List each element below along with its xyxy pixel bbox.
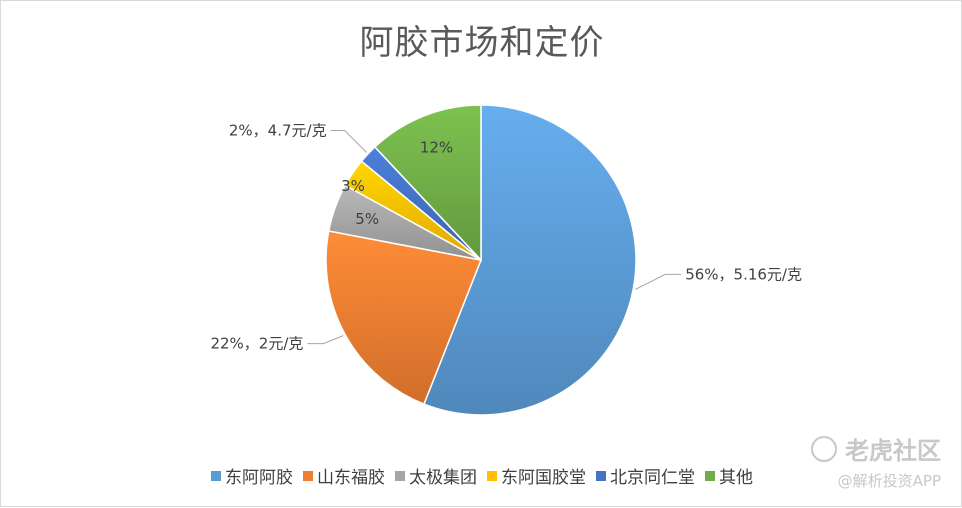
slice-label: 12%: [420, 139, 453, 157]
pie-slice: [325, 230, 483, 406]
tiger-logo-icon: [811, 435, 837, 462]
slice-label: 22%，2元/克: [210, 335, 303, 353]
legend-item: 北京同仁堂: [596, 463, 695, 488]
slice-label: 3%: [341, 177, 365, 195]
legend-label: 北京同仁堂: [610, 468, 695, 488]
chart-title: 阿胶市场和定价: [359, 23, 605, 63]
leader-line: [634, 273, 682, 290]
legend-swatch: [303, 470, 313, 481]
legend-label: 其他: [719, 468, 753, 488]
slice-label: 5%: [355, 210, 379, 228]
pie-slice: [373, 104, 482, 262]
legend-swatch: [705, 470, 715, 481]
legend: 东阿阿胶 山东福胶 太极集团 东阿国胶堂 北京同仁堂 其他: [1, 463, 962, 488]
legend-item: 太极集团: [395, 463, 477, 488]
leader-line: [330, 130, 367, 153]
watermark-handle: @解析投资APP: [837, 472, 941, 490]
legend-swatch: [487, 470, 497, 481]
legend-swatch: [395, 470, 405, 481]
watermark: 老虎社区 @解析投资APP: [811, 431, 941, 491]
slice-label: 2%，4.7元/克: [229, 122, 327, 140]
legend-item: 其他: [705, 463, 753, 488]
legend-item: 东阿国胶堂: [487, 463, 586, 488]
legend-label: 山东福胶: [317, 468, 385, 488]
legend-label: 东阿阿胶: [225, 468, 293, 488]
legend-item: 山东福胶: [303, 463, 385, 488]
legend-swatch: [596, 470, 606, 481]
watermark-brand: 老虎社区: [845, 437, 941, 465]
legend-item: 东阿阿胶: [211, 463, 293, 488]
legend-label: 太极集团: [409, 468, 477, 488]
leader-line: [307, 335, 344, 345]
legend-label: 东阿国胶堂: [501, 468, 586, 488]
legend-swatch: [211, 470, 221, 481]
slice-label: 56%，5.16元/克: [685, 265, 802, 283]
pie-slice: [422, 104, 637, 416]
